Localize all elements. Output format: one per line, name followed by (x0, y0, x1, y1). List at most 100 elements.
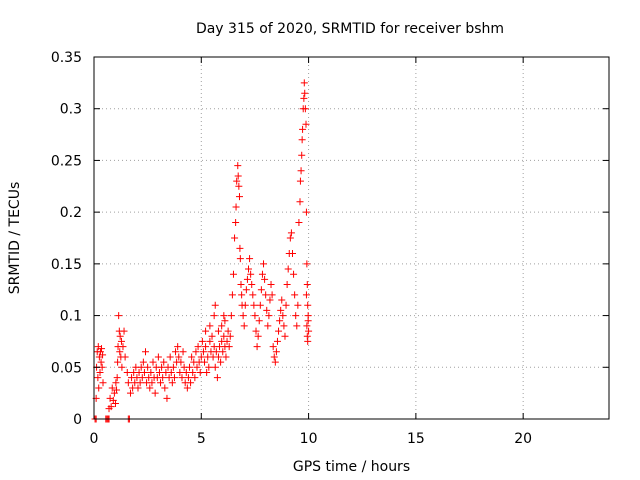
data-point (276, 317, 284, 325)
data-point (290, 270, 298, 278)
data-point (220, 312, 228, 320)
data-point (182, 368, 190, 376)
data-point (99, 351, 107, 359)
y-tick-label: 0.15 (51, 257, 82, 273)
data-point (107, 403, 115, 411)
data-point (275, 327, 283, 335)
data-point (183, 384, 191, 392)
x-tick-label: 10 (300, 431, 318, 447)
data-point (304, 312, 312, 320)
data-point (167, 368, 175, 376)
data-point (169, 363, 177, 371)
data-point (280, 322, 288, 330)
data-point (124, 379, 132, 387)
data-point (233, 177, 241, 185)
data-point (168, 379, 176, 387)
data-point (161, 384, 169, 392)
data-point (305, 327, 313, 335)
data-point (272, 348, 280, 356)
data-point (179, 348, 187, 356)
data-point (206, 322, 214, 330)
data-point (116, 332, 124, 340)
data-point (111, 399, 119, 407)
data-point (296, 177, 304, 185)
data-point (226, 332, 234, 340)
data-point (211, 301, 219, 309)
data-point (232, 218, 240, 226)
data-point (196, 368, 204, 376)
data-point (211, 363, 219, 371)
data-point (283, 281, 291, 289)
data-point (236, 255, 244, 263)
data-point (302, 208, 310, 216)
data-point (302, 291, 310, 299)
data-point (288, 250, 296, 258)
y-axis-label: SRMTID / TECUs (7, 182, 23, 295)
data-point (123, 368, 131, 376)
data-point (241, 301, 249, 309)
y-tick-label: 0 (73, 412, 82, 428)
data-point (266, 296, 274, 304)
data-point (287, 229, 295, 237)
data-point (218, 322, 226, 330)
data-point (115, 312, 123, 320)
data-point (296, 198, 304, 206)
data-point (240, 322, 248, 330)
y-tick-label: 0.3 (60, 102, 82, 118)
data-point (198, 337, 206, 345)
grid-lines (94, 57, 609, 419)
data-point (258, 270, 266, 278)
data-point (148, 379, 156, 387)
data-point (214, 353, 222, 361)
data-point (147, 368, 155, 376)
data-point (117, 337, 125, 345)
data-point (199, 348, 207, 356)
data-point (119, 343, 127, 351)
data-point (188, 353, 196, 361)
data-point (201, 358, 209, 366)
data-point (222, 353, 230, 361)
data-point (113, 374, 121, 382)
data-point (158, 363, 166, 371)
data-point (234, 172, 242, 180)
data-point (144, 363, 152, 371)
data-point (191, 374, 199, 382)
data-point (192, 348, 200, 356)
data-point (269, 343, 277, 351)
data-point (221, 317, 229, 325)
x-axis-label: GPS time / hours (293, 459, 410, 475)
data-point (249, 291, 257, 299)
y-tick-label: 0.35 (51, 50, 82, 66)
data-point (120, 327, 128, 335)
data-point (210, 312, 218, 320)
data-point (243, 275, 251, 283)
data-point (255, 317, 263, 325)
data-point (242, 286, 250, 294)
data-point (293, 322, 301, 330)
data-point (295, 218, 303, 226)
chart-title: Day 315 of 2020, SRMTID for receiver bsh… (196, 21, 504, 37)
data-point (236, 244, 244, 252)
data-point (176, 368, 184, 376)
data-point (187, 379, 195, 387)
axis-ticks (93, 56, 609, 420)
data-point (291, 291, 299, 299)
y-tick-label: 0.25 (51, 153, 82, 169)
data-point (251, 312, 259, 320)
y-tick-label: 0.2 (60, 205, 82, 221)
data-point (267, 281, 275, 289)
data-point (262, 291, 270, 299)
data-point (284, 265, 292, 273)
data-point (235, 193, 243, 201)
data-point (257, 286, 265, 294)
data-point (219, 348, 227, 356)
data-point (246, 255, 254, 263)
data-point (234, 162, 242, 170)
data-point (225, 343, 233, 351)
data-point (303, 281, 311, 289)
data-point (253, 343, 261, 351)
data-point (170, 374, 178, 382)
data-point (303, 332, 311, 340)
data-point (166, 353, 174, 361)
